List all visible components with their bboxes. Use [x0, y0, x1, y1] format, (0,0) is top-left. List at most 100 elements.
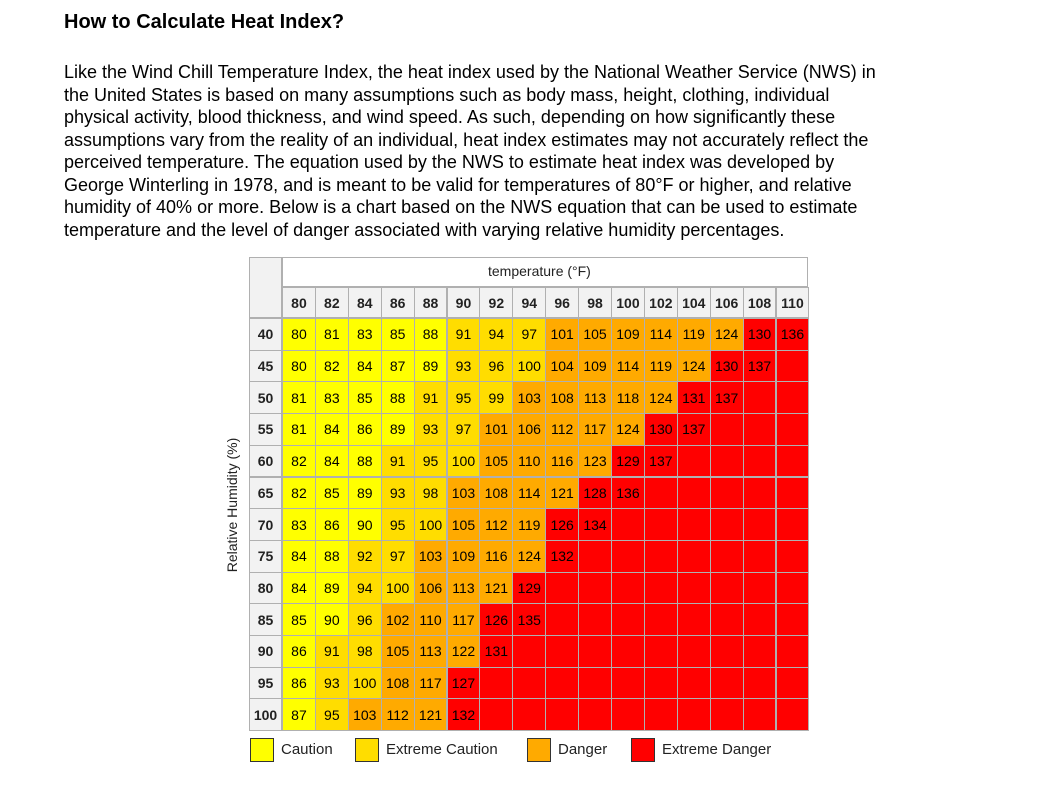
empty-cell: [578, 603, 612, 636]
heat-cell: 88: [314, 539, 349, 573]
heat-cell: 103: [446, 476, 481, 510]
empty-cell: [611, 698, 645, 732]
heat-cell: 131: [479, 635, 514, 668]
heat-cell: 99: [479, 381, 514, 415]
heat-cell: 88: [413, 318, 448, 351]
temperature-header: 108: [742, 287, 777, 318]
heat-cell: 124: [512, 539, 547, 573]
heat-cell: 126: [479, 603, 514, 636]
heat-cell: 118: [611, 381, 645, 415]
humidity-header: 100: [249, 698, 282, 732]
heat-cell: 87: [282, 698, 316, 732]
heat-cell: 89: [314, 571, 349, 605]
heat-cell: 100: [512, 349, 547, 383]
empty-cell: [611, 603, 645, 636]
heat-cell: 113: [578, 381, 612, 415]
heat-cell: 130: [643, 413, 678, 446]
heat-cell: 127: [446, 666, 481, 700]
empty-cell: [676, 698, 711, 732]
heat-cell: 101: [479, 413, 514, 446]
heat-cell: 95: [446, 381, 481, 415]
empty-cell: [742, 571, 777, 605]
heat-cell: 89: [347, 476, 382, 510]
empty-cell: [775, 603, 810, 636]
empty-cell: [742, 508, 777, 541]
heat-cell: 84: [282, 571, 316, 605]
heat-cell: 108: [545, 381, 580, 415]
empty-cell: [643, 603, 678, 636]
empty-cell: [643, 476, 678, 510]
heat-cell: 128: [578, 476, 612, 510]
y-label: Relative Humidity (%): [224, 437, 240, 573]
heat-cell: 100: [413, 508, 448, 541]
empty-cell: [643, 539, 678, 573]
heat-cell: 119: [643, 349, 678, 383]
heat-cell: 90: [347, 508, 382, 541]
temperature-header: 82: [314, 287, 349, 318]
heat-cell: 112: [545, 413, 580, 446]
paragraph: Like the Wind Chill Temperature Index, t…: [64, 61, 876, 241]
heat-cell: 96: [479, 349, 514, 383]
heat-cell: 105: [446, 508, 481, 541]
temperature-header: 88: [413, 287, 448, 318]
heat-cell: 84: [347, 349, 382, 383]
heat-cell: 126: [545, 508, 580, 541]
heat-cell: 89: [413, 349, 448, 383]
temperature-header: 84: [347, 287, 382, 318]
heat-cell: 134: [578, 508, 612, 541]
heat-cell: 136: [611, 476, 645, 510]
heat-cell: 88: [347, 444, 382, 478]
temperature-header: 102: [643, 287, 678, 318]
heat-cell: 119: [676, 318, 711, 351]
empty-cell: [611, 666, 645, 700]
heat-cell: 121: [545, 476, 580, 510]
heat-cell: 93: [380, 476, 415, 510]
empty-cell: [545, 603, 580, 636]
empty-cell: [775, 444, 810, 478]
empty-cell: [742, 444, 777, 478]
empty-cell: [545, 698, 580, 732]
temperature-header: 80: [282, 287, 316, 318]
heat-cell: 94: [347, 571, 382, 605]
empty-cell: [512, 635, 547, 668]
title: How to Calculate Heat Index?: [64, 11, 345, 33]
heat-cell: 113: [413, 635, 448, 668]
heat-cell: 93: [413, 413, 448, 446]
heat-cell: 103: [512, 381, 547, 415]
temperature-header: 86: [380, 287, 415, 318]
heat-cell: 105: [578, 318, 612, 351]
heat-cell: 105: [479, 444, 514, 478]
text-line: the United States is based on many assum…: [64, 84, 830, 105]
empty-cell: [775, 476, 810, 510]
heat-cell: 136: [775, 318, 810, 351]
empty-cell: [545, 635, 580, 668]
text-line: temperature and the level of danger asso…: [64, 219, 785, 240]
heat-cell: 102: [380, 603, 415, 636]
empty-cell: [676, 635, 711, 668]
heat-cell: 137: [643, 444, 678, 478]
heat-cell: 109: [611, 318, 645, 351]
heat-cell: 97: [446, 413, 481, 446]
heat-cell: 81: [282, 413, 316, 446]
heat-cell: 86: [314, 508, 349, 541]
legend-label: Extreme Danger: [662, 741, 772, 758]
heat-cell: 117: [413, 666, 448, 700]
heat-cell: 104: [545, 349, 580, 383]
heat-cell: 130: [709, 349, 744, 383]
header-band: [282, 257, 809, 287]
heat-cell: 114: [643, 318, 678, 351]
empty-cell: [643, 571, 678, 605]
heat-cell: 84: [282, 539, 316, 573]
heat-cell: 110: [413, 603, 448, 636]
empty-cell: [742, 381, 777, 415]
empty-cell: [676, 539, 711, 573]
empty-cell: [512, 666, 547, 700]
empty-cell: [775, 381, 810, 415]
empty-cell: [709, 444, 744, 478]
empty-cell: [775, 539, 810, 573]
humidity-header: 55: [249, 413, 282, 446]
corner-cell: [249, 257, 282, 318]
heat-cell: 131: [676, 381, 711, 415]
heat-cell: 90: [314, 603, 349, 636]
legend-swatch: [355, 738, 379, 762]
